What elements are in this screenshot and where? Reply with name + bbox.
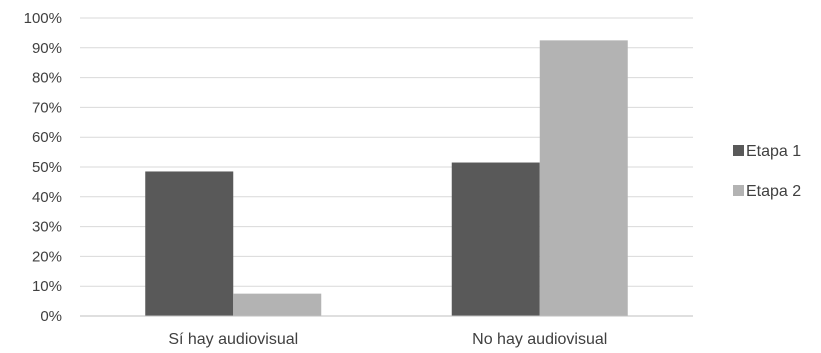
y-tick-label: 100% bbox=[24, 10, 62, 27]
y-tick-label: 90% bbox=[32, 40, 62, 57]
y-tick-label: 0% bbox=[40, 308, 62, 325]
y-tick-label: 70% bbox=[32, 99, 62, 116]
y-tick-label: 10% bbox=[32, 278, 62, 295]
y-tick-label: 20% bbox=[32, 248, 62, 265]
bar-2-2 bbox=[539, 40, 628, 316]
legend: Etapa 1 Etapa 2 bbox=[733, 143, 801, 200]
bar-1-2 bbox=[451, 162, 540, 316]
category-label: Sí hay audiovisual bbox=[168, 331, 298, 348]
y-tick-label: 60% bbox=[32, 129, 62, 146]
y-tick-label: 80% bbox=[32, 70, 62, 87]
legend-label: Etapa 1 bbox=[746, 143, 801, 160]
category-labels: Sí hay audiovisual No hay audiovisual bbox=[168, 331, 607, 348]
legend-swatch bbox=[733, 185, 744, 196]
y-axis-tick-labels: 0% 10% 20% 30% 40% 50% 60% 70% 80% 90% 100% bbox=[24, 10, 62, 325]
y-tick-label: 30% bbox=[32, 219, 62, 236]
bars bbox=[145, 40, 628, 316]
y-tick-label: 50% bbox=[32, 159, 62, 176]
legend-label: Etapa 2 bbox=[746, 183, 801, 200]
bar-1-1 bbox=[145, 171, 234, 316]
y-tick-label: 40% bbox=[32, 189, 62, 206]
bar-2-1 bbox=[233, 293, 322, 316]
legend-swatch bbox=[733, 145, 744, 156]
category-label: No hay audiovisual bbox=[472, 331, 607, 348]
